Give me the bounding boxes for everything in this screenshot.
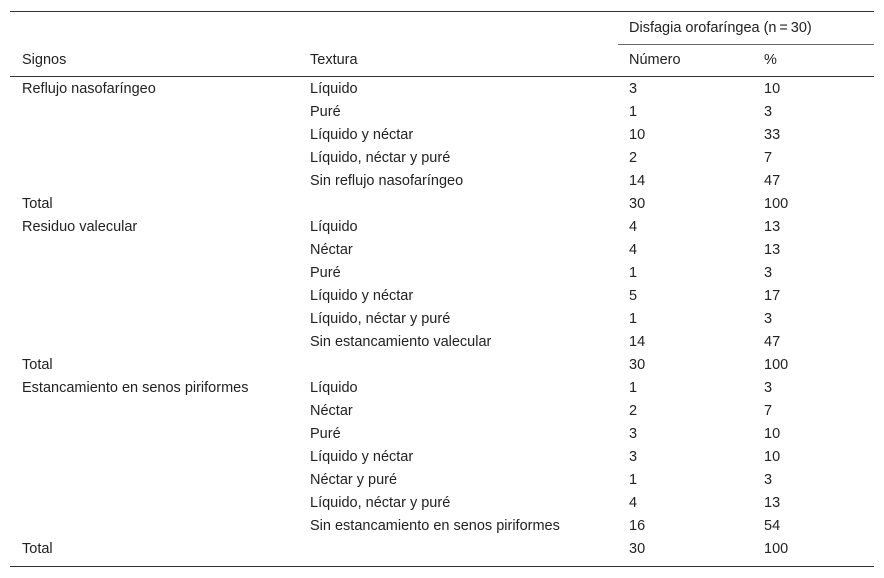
column-header: Textura (310, 52, 358, 68)
pct-cell: 3 (764, 472, 773, 488)
textura-cell: Néctar (310, 403, 353, 419)
numero-cell: 10 (629, 127, 646, 143)
numero-cell: 3 (629, 426, 638, 442)
pct-cell: 17 (764, 288, 781, 304)
textura-cell: Néctar (310, 242, 353, 258)
total-numero: 30 (629, 196, 646, 212)
numero-cell: 3 (629, 449, 638, 465)
numero-cell: 1 (629, 380, 638, 396)
pct-cell: 3 (764, 104, 773, 120)
header-rule (10, 76, 874, 77)
pct-cell: 47 (764, 173, 781, 189)
group-rule (618, 44, 874, 45)
textura-cell: Puré (310, 265, 341, 281)
column-header: Signos (22, 52, 67, 68)
textura-cell: Puré (310, 426, 341, 442)
textura-cell: Líquido y néctar (310, 449, 414, 465)
textura-cell: Líquido, néctar y puré (310, 495, 451, 511)
textura-cell: Líquido, néctar y puré (310, 311, 451, 327)
textura-cell: Néctar y puré (310, 472, 398, 488)
column-header: % (764, 52, 777, 68)
total-pct: 100 (764, 357, 789, 373)
total-label: Total (22, 196, 53, 212)
pct-cell: 33 (764, 127, 781, 143)
numero-cell: 5 (629, 288, 638, 304)
textura-cell: Líquido (310, 219, 358, 235)
pct-cell: 7 (764, 150, 773, 166)
numero-cell: 4 (629, 495, 638, 511)
textura-cell: Puré (310, 104, 341, 120)
top-rule (10, 11, 874, 12)
total-numero: 30 (629, 541, 646, 557)
pct-cell: 13 (764, 495, 781, 511)
numero-cell: 1 (629, 311, 638, 327)
numero-cell: 1 (629, 265, 638, 281)
numero-cell: 3 (629, 81, 638, 97)
pct-cell: 10 (764, 81, 781, 97)
pct-cell: 47 (764, 334, 781, 350)
total-pct: 100 (764, 196, 789, 212)
pct-cell: 10 (764, 426, 781, 442)
textura-cell: Sin estancamiento valecular (310, 334, 492, 350)
numero-cell: 1 (629, 472, 638, 488)
numero-cell: 14 (629, 334, 646, 350)
textura-cell: Líquido (310, 380, 358, 396)
pct-cell: 3 (764, 311, 773, 327)
textura-cell: Sin reflujo nasofaríngeo (310, 173, 464, 189)
signo-cell: Residuo valecular (22, 219, 138, 235)
signo-cell: Estancamiento en senos piriformes (22, 380, 249, 396)
numero-cell: 1 (629, 104, 638, 120)
total-numero: 30 (629, 357, 646, 373)
textura-cell: Sin estancamiento en senos piriformes (310, 518, 560, 534)
numero-cell: 14 (629, 173, 646, 189)
numero-cell: 2 (629, 150, 638, 166)
textura-cell: Líquido (310, 81, 358, 97)
textura-cell: Líquido y néctar (310, 127, 414, 143)
pct-cell: 13 (764, 242, 781, 258)
bottom-rule (10, 566, 874, 567)
pct-cell: 7 (764, 403, 773, 419)
total-label: Total (22, 541, 53, 557)
group-header: Disfagia orofaríngea (n = 30) (629, 20, 812, 36)
total-label: Total (22, 357, 53, 373)
pct-cell: 3 (764, 380, 773, 396)
pct-cell: 3 (764, 265, 773, 281)
pct-cell: 13 (764, 219, 781, 235)
pct-cell: 10 (764, 449, 781, 465)
textura-cell: Líquido y néctar (310, 288, 414, 304)
total-pct: 100 (764, 541, 789, 557)
signo-cell: Reflujo nasofaríngeo (22, 81, 156, 97)
textura-cell: Líquido, néctar y puré (310, 150, 451, 166)
numero-cell: 4 (629, 219, 638, 235)
column-header: Número (629, 52, 681, 68)
numero-cell: 4 (629, 242, 638, 258)
numero-cell: 2 (629, 403, 638, 419)
numero-cell: 16 (629, 518, 646, 534)
pct-cell: 54 (764, 518, 781, 534)
